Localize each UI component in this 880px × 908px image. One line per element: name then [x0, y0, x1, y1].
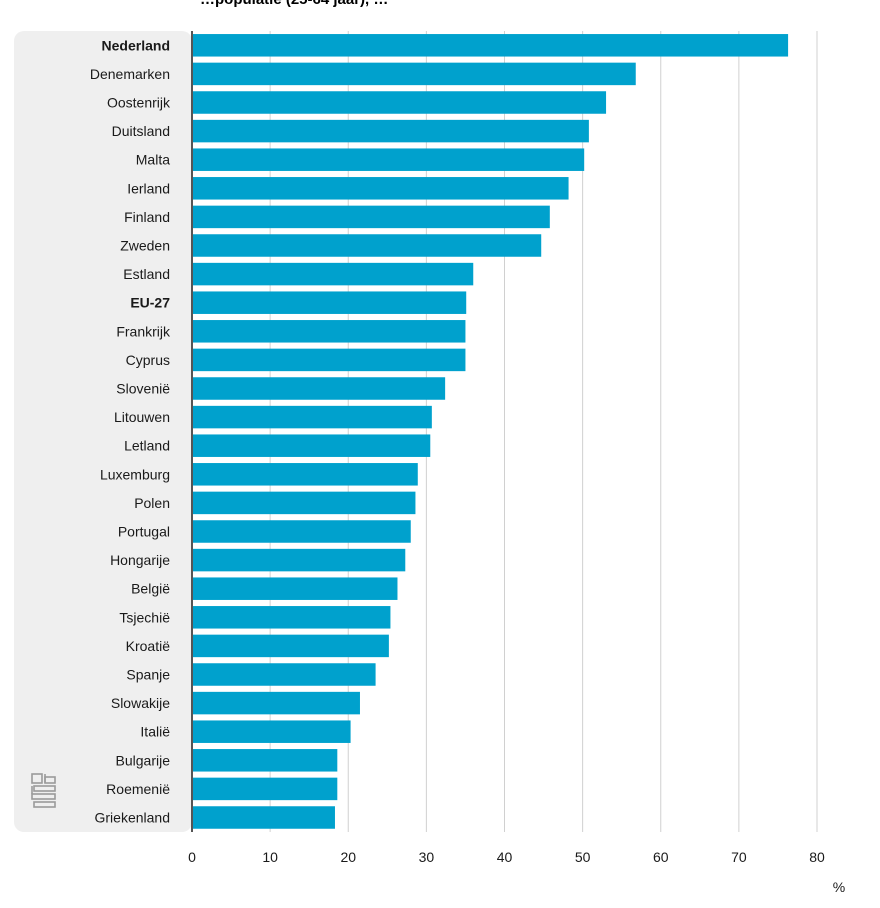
- category-label: Malta: [136, 152, 170, 168]
- label-panel: [14, 31, 192, 832]
- bar: [192, 62, 636, 86]
- bar: [192, 34, 789, 57]
- bar: [192, 777, 338, 801]
- x-tick-label: 60: [653, 849, 669, 865]
- category-label: Ierland: [127, 180, 170, 196]
- category-label: Spanje: [126, 667, 170, 683]
- category-label: Bulgarije: [116, 752, 171, 768]
- bar: [192, 148, 585, 171]
- category-label: Polen: [134, 495, 170, 511]
- x-tick-label: 10: [262, 849, 278, 865]
- bar: [192, 348, 466, 372]
- category-label: Zweden: [120, 238, 170, 254]
- category-label: Griekenland: [95, 810, 171, 826]
- bar: [192, 119, 589, 143]
- category-label: België: [131, 581, 170, 597]
- bar: [192, 405, 432, 429]
- category-label: Slowakije: [111, 695, 170, 711]
- chart-title: …populatie (25-64 jaar), …: [200, 0, 388, 8]
- category-label: Frankrijk: [116, 323, 171, 339]
- bar: [192, 606, 391, 629]
- bar: [192, 691, 360, 715]
- bar: [192, 262, 474, 286]
- category-label: Nederland: [102, 37, 170, 53]
- bar: [192, 548, 406, 572]
- category-label: Hongarije: [110, 552, 170, 568]
- bar: [192, 463, 418, 486]
- category-label: Letland: [124, 438, 170, 454]
- bar: [192, 806, 335, 829]
- x-tick-label: 70: [731, 849, 747, 865]
- category-label: Luxemburg: [100, 466, 170, 482]
- bar: [192, 377, 446, 400]
- bar: [192, 634, 389, 658]
- bar: [192, 720, 351, 743]
- x-tick-labels: 0 10 20 30 40 50 60 70 80: [188, 849, 825, 865]
- x-unit-label: %: [833, 879, 845, 895]
- bar: [192, 434, 431, 457]
- x-tick-label: 40: [497, 849, 513, 865]
- bar: [192, 663, 376, 686]
- category-label: EU-27: [130, 295, 170, 311]
- category-label: Italië: [140, 724, 170, 740]
- x-tick-label: 20: [340, 849, 356, 865]
- bar: [192, 205, 550, 229]
- category-label: Denemarken: [90, 66, 170, 82]
- x-tick-label: 0: [188, 849, 196, 865]
- category-label: Slovenië: [116, 381, 170, 397]
- category-label: Cyprus: [126, 352, 170, 368]
- bars: [192, 34, 789, 829]
- cbs-logo-icon: [31, 773, 56, 808]
- bar: [192, 749, 338, 772]
- bar: [192, 234, 542, 257]
- category-label: Tsjechië: [119, 609, 170, 625]
- category-label: Kroatië: [126, 638, 171, 654]
- x-tick-label: 50: [575, 849, 591, 865]
- bar: [192, 320, 466, 343]
- category-label: Roemenië: [106, 781, 170, 797]
- category-label: Portugal: [118, 524, 170, 540]
- category-labels: Nederland Denemarken Oostenrijk Duitsland Ma…: [90, 37, 171, 825]
- category-label: Estland: [123, 266, 170, 282]
- bar: [192, 520, 411, 543]
- bar: [192, 91, 607, 114]
- category-label: Duitsland: [112, 123, 170, 139]
- bar: [192, 577, 398, 600]
- bar: [192, 491, 416, 515]
- x-tick-label: 80: [809, 849, 825, 865]
- category-label: Litouwen: [114, 409, 170, 425]
- category-label: Finland: [124, 209, 170, 225]
- category-label: Oostenrijk: [107, 95, 171, 111]
- bar: [192, 291, 467, 314]
- bar: [192, 177, 569, 200]
- x-tick-label: 30: [419, 849, 435, 865]
